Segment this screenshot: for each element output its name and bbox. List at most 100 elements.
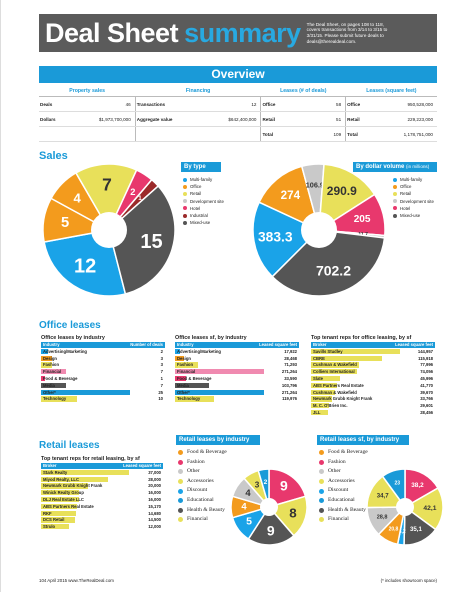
row-value: 17,922 xyxy=(284,348,297,354)
bar-fill xyxy=(41,503,77,509)
retail-sf-legend: Food & Beverage Fashion Other Accessories Di… xyxy=(319,448,368,525)
legend-swatch xyxy=(183,220,187,225)
legend-label: Accessories xyxy=(187,477,214,484)
overview-cell-label: Retail xyxy=(345,111,375,127)
legend-item: Development site xyxy=(183,198,224,205)
table-row: CBRE 115,918 xyxy=(311,355,435,362)
row-value: 10 xyxy=(158,396,163,402)
pie-label: 2 xyxy=(264,479,268,486)
table-row: Colliers International 74,056 xyxy=(311,368,435,375)
bar-fill xyxy=(41,362,52,368)
table-row: Newmark Grubb Knight Frank 33,766 xyxy=(311,396,435,403)
bar-fill xyxy=(41,496,79,503)
legend-swatch xyxy=(319,469,324,475)
retail-reps-table: Broker Leased square feet Stark Realty 37,0… xyxy=(41,463,163,530)
table-row: Miyod Realty, LLC 28,000 xyxy=(41,476,163,483)
legend-item: Accessories xyxy=(319,477,368,487)
legend-swatch xyxy=(319,507,324,513)
retail-sf-title: Retail leases sf, by industry xyxy=(317,435,409,445)
bar-fill xyxy=(311,375,340,382)
overview-cell-value: 1,178,751,000 xyxy=(374,126,437,142)
legend-item: Financial xyxy=(319,515,368,525)
legend-swatch xyxy=(178,459,183,465)
row-label: DCS Retail xyxy=(43,517,65,523)
bar-fill xyxy=(41,517,76,523)
bar-fill xyxy=(41,369,66,375)
pie-label: 28,8 xyxy=(377,514,388,520)
row-value: 71,293 xyxy=(284,362,297,368)
row-value: 14,500 xyxy=(148,517,161,523)
table-col-header: Industry xyxy=(43,342,60,347)
table-row: ABS Partners Real Estate 15,170 xyxy=(41,503,163,510)
legend-label: Health & Beauty xyxy=(328,506,366,513)
header-banner: Deal Sheet summary The Deal Sheet, on pa… xyxy=(39,14,437,52)
footer-left: 104 April 2015 www.TheRealDeal.com xyxy=(39,578,114,583)
overview-row: Dollars $1,973,700,000 Aggregate value $642… xyxy=(39,111,437,127)
legend-item: Industrial xyxy=(183,212,224,219)
legend-swatch xyxy=(319,450,324,456)
legend-swatch xyxy=(319,479,324,485)
row-value: 3 xyxy=(160,362,163,368)
bar-fill xyxy=(311,348,401,354)
pie-label: 702.2 xyxy=(316,263,351,279)
overview-cell-label: Retail xyxy=(260,111,307,127)
overview-row: Deals 46 Transactions 12 Office 58 Office 950,5… xyxy=(39,96,437,112)
bar-fill xyxy=(311,355,383,361)
overview-cell-value xyxy=(69,126,136,142)
row-value: 29,601 xyxy=(420,403,433,409)
pie-label: 35,1 xyxy=(410,526,422,533)
pie-slice xyxy=(403,487,444,531)
table-header: Industry Leased square feet xyxy=(175,342,299,348)
footer-right: (* includes showroom space) xyxy=(380,578,437,583)
row-label: Stark Realty xyxy=(43,469,68,475)
row-value: 7 xyxy=(160,382,163,388)
bar-fill xyxy=(41,469,129,475)
table-col-header: Number of deals xyxy=(130,342,163,347)
legend-swatch xyxy=(183,184,187,189)
bar-fill xyxy=(175,382,209,388)
legend-item: Retail xyxy=(393,190,434,197)
table-row: Other* 25 xyxy=(41,389,165,396)
bar-fill xyxy=(41,389,131,395)
table-row: Design 28,468 xyxy=(175,355,299,362)
table-row: Other* 271,264 xyxy=(175,389,299,396)
legend-swatch xyxy=(393,206,397,211)
row-label: Advertising/Marketing xyxy=(43,348,87,354)
table-row: Stark Realty 37,000 xyxy=(41,469,163,476)
pie-slice xyxy=(318,163,376,232)
pie-label: 8 xyxy=(289,506,296,521)
header-title: Deal Sheet xyxy=(45,17,179,48)
legend-swatch xyxy=(393,199,397,204)
row-label: Media xyxy=(177,382,189,388)
pie-label: 4 xyxy=(241,500,247,511)
pie-label: 7 xyxy=(102,174,112,194)
legend-swatch xyxy=(178,488,183,494)
table-row: Media 103,796 xyxy=(175,382,299,389)
retail-industry-legend: Food & Beverage Fashion Other Accessories Di… xyxy=(178,448,227,525)
legend-swatch xyxy=(178,479,183,485)
overview-cell-label: Office xyxy=(260,96,307,112)
row-label: Technology xyxy=(43,396,67,402)
row-value: 33,590 xyxy=(284,376,297,382)
row-label: Strulo xyxy=(43,524,56,530)
legend-label: Other xyxy=(187,468,200,475)
legend-label: Retail xyxy=(190,191,202,197)
legend-label: Educational xyxy=(187,496,214,503)
bar-fill xyxy=(41,396,77,402)
row-value: 25 xyxy=(158,389,163,395)
retail-reps-title: Top tenant reps for retail leasing, by s… xyxy=(41,456,140,462)
legend-label: Food & Beverage xyxy=(328,449,368,455)
office-by-industry-title: Office leases by industry xyxy=(41,335,105,341)
legend-label: Food & Beverage xyxy=(187,449,227,455)
legend-item: Mixed-use xyxy=(183,219,224,226)
overview-cell-label: Aggregate value xyxy=(135,111,203,127)
pie-label: 9 xyxy=(267,523,275,539)
legend-item: Food & Beverage xyxy=(178,448,227,458)
row-label: Financial xyxy=(177,369,196,375)
overview-cell-label xyxy=(39,126,70,142)
overview-cell-label: Total xyxy=(260,126,307,142)
overview-col-header: Leases (square feet) xyxy=(345,86,437,97)
legend-swatch xyxy=(178,517,183,523)
bar-fill xyxy=(175,375,186,382)
